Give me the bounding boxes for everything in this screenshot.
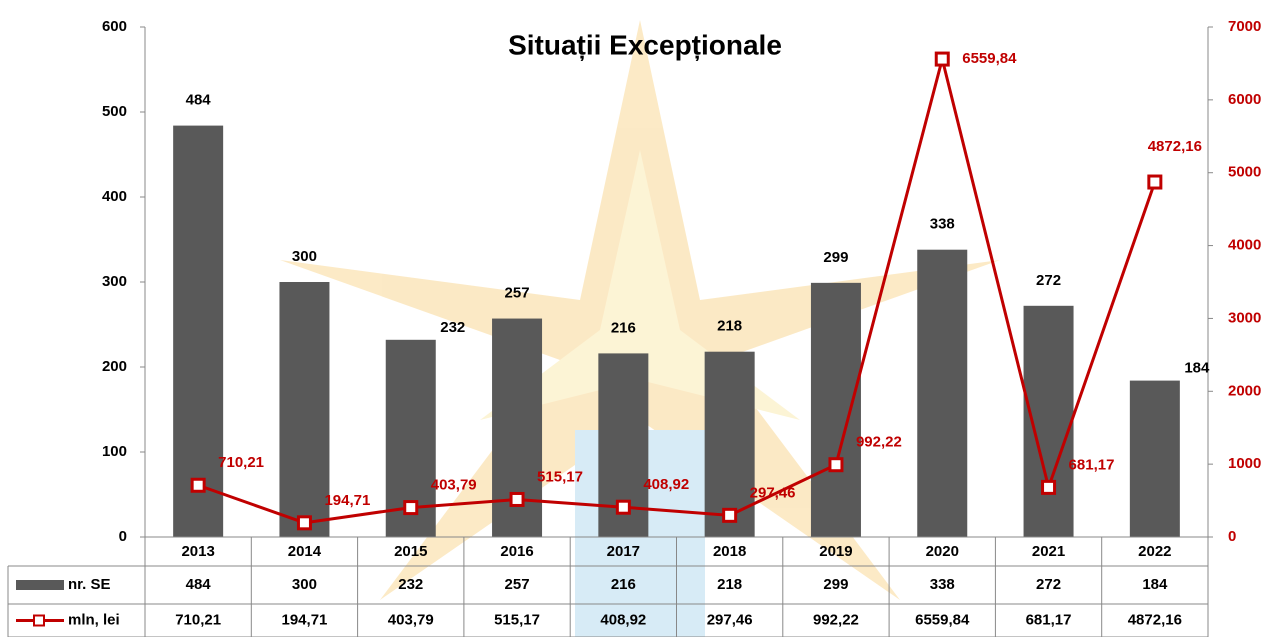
legend-swatch-marker [33,614,45,627]
line-value-label: 194,71 [324,492,370,509]
bar-value-label: 299 [823,249,848,266]
table-cell: 297,46 [707,611,753,628]
line-marker [722,507,738,523]
x-tick-label: 2018 [713,543,746,560]
bar [1129,380,1180,537]
y2-tick-label: 2000 [1228,382,1261,399]
y2-tick-label: 6000 [1228,91,1261,108]
y-tick-label: 100 [102,443,127,460]
y-tick-label: 600 [102,18,127,35]
table-cell: 681,17 [1026,611,1072,628]
table-cell: 194,71 [282,611,328,628]
y2-tick-label: 7000 [1228,18,1261,35]
bar [279,282,330,537]
table-cell: 184 [1142,576,1168,593]
chart-title: Situații Excepționale [508,29,782,60]
line-marker [190,477,206,493]
table-cell: 216 [611,576,636,593]
table-cell: 403,79 [388,611,434,628]
bar-value-label: 300 [292,248,317,265]
table-cell: 300 [292,576,317,593]
table-cell: 338 [930,576,955,593]
x-tick-label: 2016 [500,543,533,560]
line-value-label: 4872,16 [1148,138,1202,155]
bar [810,282,861,537]
bar-value-label: 184 [1184,360,1210,377]
table-cell: 218 [717,576,742,593]
table-cell: 257 [505,576,530,593]
x-tick-label: 2014 [288,543,322,560]
watermark-star [280,20,1000,600]
table-cell: 4872,16 [1128,611,1182,628]
x-tick-label: 2017 [607,543,640,560]
legend-swatch [16,580,64,590]
line-marker [828,457,844,473]
line-marker [1041,479,1057,495]
x-tick-label: 2015 [394,543,427,560]
table-cell: 710,21 [175,611,221,628]
y-tick-label: 300 [102,273,127,290]
line-marker [509,491,525,507]
line-value-label: 710,21 [218,454,264,471]
table-cell: 992,22 [813,611,859,628]
table-cell: 232 [398,576,423,593]
bar-value-label: 257 [505,285,530,302]
line-marker [296,515,312,531]
y2-tick-label: 4000 [1228,237,1261,254]
y-tick-label: 400 [102,188,127,205]
y-tick-label: 200 [102,358,127,375]
bar [917,249,968,537]
y2-tick-label: 3000 [1228,309,1261,326]
table-cell: 299 [823,576,848,593]
bar-value-label: 484 [186,92,212,109]
line-value-label: 992,22 [856,434,902,451]
bar-value-label: 218 [717,318,742,335]
x-tick-label: 2013 [181,543,214,560]
line-value-label: 515,17 [537,468,583,485]
y2-tick-label: 1000 [1228,455,1261,472]
bar [173,125,224,537]
x-tick-label: 2022 [1138,543,1171,560]
x-tick-label: 2020 [926,543,959,560]
y2-tick-label: 5000 [1228,164,1261,181]
line-value-label: 6559,84 [962,50,1017,67]
y-tick-label: 500 [102,103,127,120]
x-tick-label: 2019 [819,543,852,560]
line-marker [934,51,950,67]
bar-value-label: 216 [611,319,636,336]
legend-label: nr. SE [68,576,111,593]
table-cell: 484 [186,576,212,593]
table-cell: 272 [1036,576,1061,593]
bar-value-label: 232 [440,319,465,336]
legend-label: mln, lei [68,611,120,628]
line-value-label: 408,92 [643,476,689,493]
line [197,58,1157,525]
y2-tick-label: 0 [1228,528,1236,545]
line-value-label: 403,79 [431,477,477,494]
y-tick-label: 0 [119,528,127,545]
line-value-label: 681,17 [1069,456,1115,473]
line-marker [403,500,419,516]
line-value-label: 297,46 [750,484,796,501]
table-cell: 408,92 [600,611,646,628]
line-marker [615,499,631,515]
bar-value-label: 272 [1036,272,1061,289]
watermark-star-inner [480,150,800,420]
x-tick-label: 2021 [1032,543,1065,560]
line-marker [1147,174,1163,190]
table-cell: 6559,84 [915,611,970,628]
table-cell: 515,17 [494,611,540,628]
bar-value-label: 338 [930,216,955,233]
